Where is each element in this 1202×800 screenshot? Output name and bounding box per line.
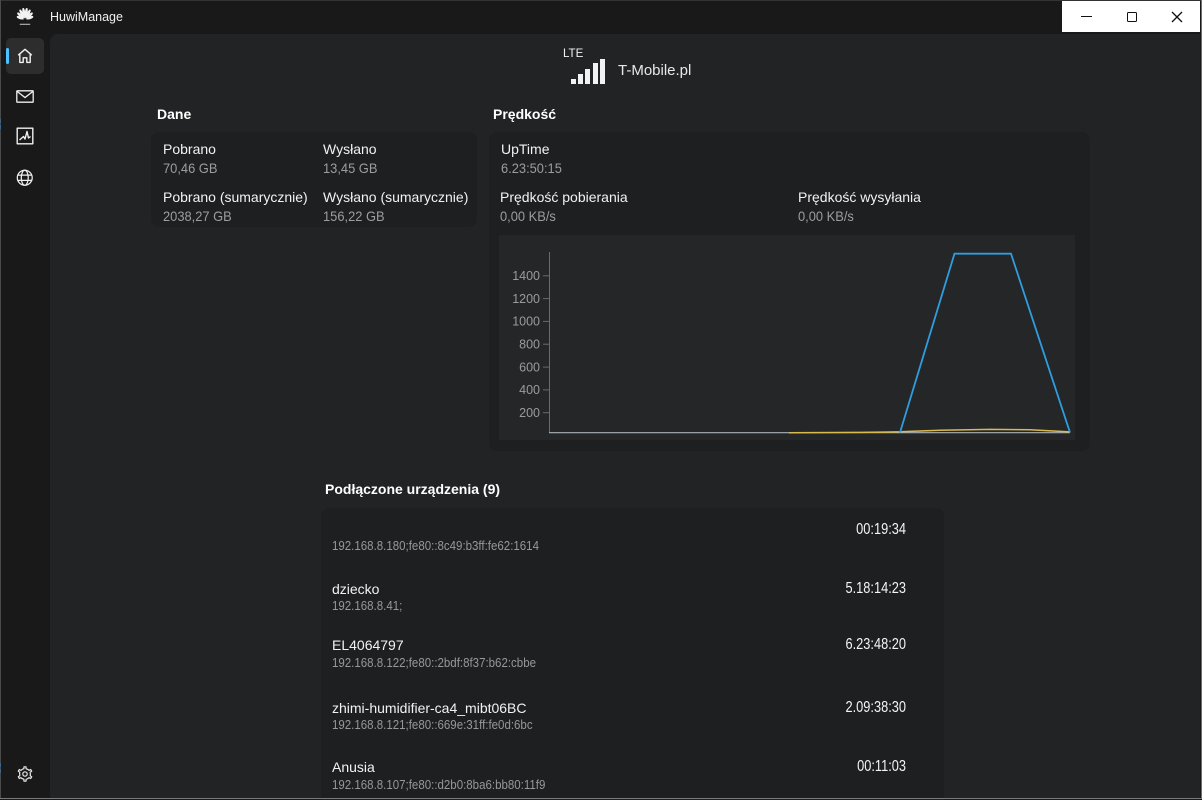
- svg-text:1400: 1400: [512, 269, 540, 283]
- svg-text:200: 200: [519, 406, 540, 420]
- svg-text:1200: 1200: [512, 291, 540, 305]
- svg-text:1000: 1000: [512, 314, 540, 328]
- svg-text:600: 600: [519, 360, 540, 374]
- svg-text:400: 400: [519, 383, 540, 397]
- svg-text:800: 800: [519, 337, 540, 351]
